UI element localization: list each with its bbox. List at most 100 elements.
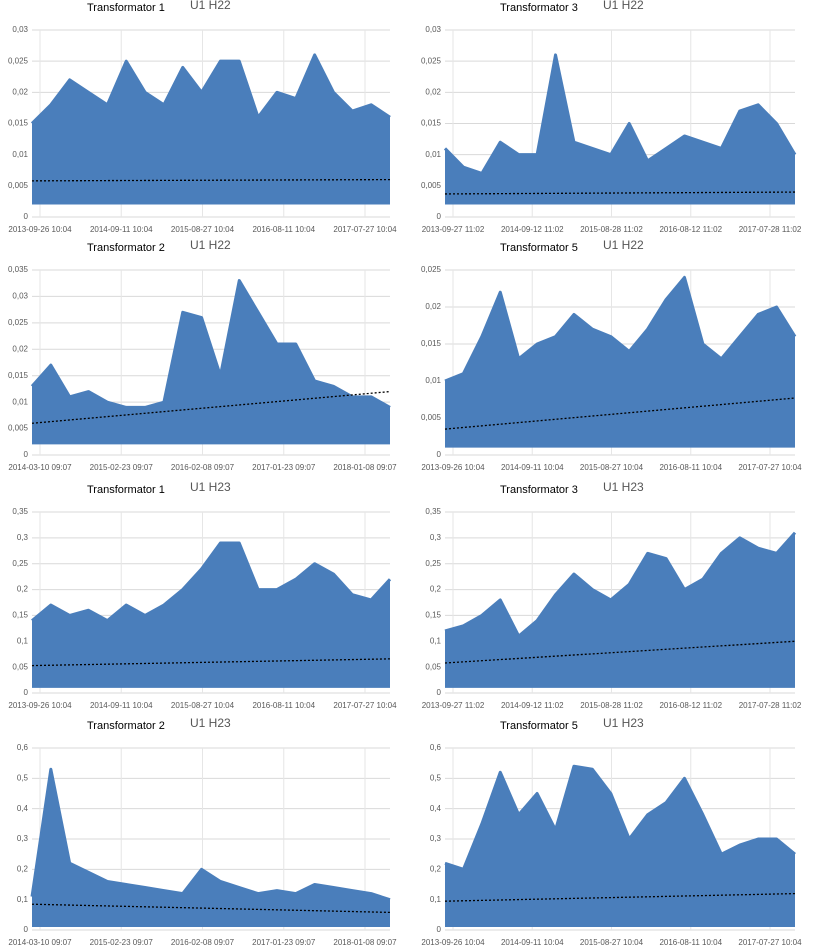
y-tick-label: 0,025: [421, 265, 442, 274]
x-tick-label: 2013-09-26 10:04: [421, 938, 485, 947]
y-tick-label: 0,01: [425, 150, 441, 159]
y-tick-label: 0,6: [430, 743, 442, 752]
x-tick-label: 2015-02-23 09:07: [90, 463, 154, 472]
y-tick-label: 0: [437, 925, 442, 934]
y-tick-label: 0,6: [17, 743, 29, 752]
x-tick-label: 2014-09-11 10:04: [501, 463, 564, 472]
y-tick-label: 0,025: [421, 56, 442, 65]
y-tick-label: 0,35: [12, 507, 28, 516]
data-band: [32, 54, 390, 205]
x-tick-label: 2015-08-27 10:04: [171, 701, 235, 710]
y-tick-label: 0: [24, 450, 29, 459]
chart-subtitle: U1 H23: [603, 480, 644, 494]
y-tick-label: 0,3: [17, 834, 29, 843]
y-tick-label: 0,015: [421, 119, 442, 128]
y-tick-label: 0,25: [12, 559, 28, 568]
x-tick-label: 2017-07-27 10:04: [738, 938, 802, 947]
x-tick-label: 2013-09-27 11:02: [422, 701, 485, 710]
y-tick-label: 0,5: [430, 773, 442, 782]
x-tick-label: 2016-02-08 09:07: [171, 938, 235, 947]
x-tick-label: 2017-07-27 10:04: [333, 701, 397, 710]
x-tick-label: 2014-03-10 09:07: [8, 463, 72, 472]
y-tick-label: 0,005: [421, 181, 442, 190]
x-tick-label: 2013-09-26 10:04: [421, 463, 485, 472]
y-tick-label: 0,025: [8, 318, 29, 327]
x-tick-label: 2017-01-23 09:07: [252, 938, 316, 947]
x-tick-label: 2016-08-11 10:04: [252, 701, 315, 710]
chart-title: Transformator 1: [87, 2, 165, 14]
peak-line: [444, 531, 797, 638]
y-tick-label: 0,2: [17, 585, 29, 594]
y-tick-label: 0,03: [12, 25, 28, 34]
chart-subtitle: U1 H22: [603, 0, 644, 12]
y-tick-label: 0,02: [12, 344, 28, 353]
x-tick-label: 2016-08-11 10:04: [252, 225, 315, 234]
x-tick-label: 2017-07-28 11:02: [739, 225, 802, 234]
x-tick-label: 2015-08-27 10:04: [171, 225, 235, 234]
data-band: [32, 543, 390, 688]
data-band: [445, 277, 795, 448]
x-tick-label: 2017-07-28 11:02: [739, 701, 802, 710]
peak-line: [31, 541, 392, 623]
y-tick-label: 0,02: [425, 302, 441, 311]
peak-line: [30, 767, 391, 902]
y-tick-label: 0,005: [8, 424, 29, 433]
y-tick-label: 0: [24, 925, 29, 934]
data-band: [445, 766, 795, 927]
y-tick-label: 0,025: [8, 56, 29, 65]
x-tick-label: 2017-01-23 09:07: [252, 463, 316, 472]
chart-title: Transformator 1: [87, 484, 165, 496]
y-tick-label: 0,15: [425, 611, 441, 620]
trend-line: [444, 640, 796, 664]
x-tick-label: 2015-02-23 09:07: [90, 938, 154, 947]
y-tick-label: 0,01: [425, 376, 441, 385]
y-tick-label: 0,02: [425, 87, 441, 96]
chart-title: Transformator 3: [500, 484, 578, 496]
data-band: [445, 54, 795, 205]
x-tick-label: 2013-09-26 10:04: [8, 701, 72, 710]
y-tick-label: 0,035: [8, 265, 29, 274]
x-tick-label: 2018-01-08 09:07: [333, 938, 397, 947]
x-tick-label: 2015-08-27 10:04: [580, 463, 644, 472]
y-tick-label: 0,01: [12, 397, 28, 406]
chart-subtitle: U1 H22: [190, 238, 231, 252]
peak-line: [30, 53, 391, 125]
x-tick-label: 2016-08-11 10:04: [659, 463, 722, 472]
x-tick-label: 2016-08-11 10:04: [659, 938, 722, 947]
y-tick-label: 0,03: [425, 25, 441, 34]
chart-title: Transformator 3: [500, 2, 578, 14]
y-tick-label: 0,1: [430, 636, 442, 645]
y-tick-label: 0: [437, 688, 442, 697]
y-tick-label: 0,35: [425, 507, 441, 516]
y-tick-label: 0,3: [17, 533, 29, 542]
chart-title: Transformator 2: [87, 720, 165, 732]
y-tick-label: 0,015: [8, 119, 29, 128]
data-band: [32, 769, 390, 927]
x-tick-label: 2014-09-12 11:02: [501, 701, 564, 710]
x-tick-label: 2017-07-27 10:04: [333, 225, 397, 234]
y-tick-label: 0: [24, 688, 29, 697]
y-tick-label: 0,02: [12, 87, 28, 96]
x-tick-label: 2014-09-11 10:04: [90, 701, 153, 710]
y-tick-label: 0,25: [425, 559, 441, 568]
y-tick-label: 0,015: [8, 371, 29, 380]
x-tick-label: 2016-08-12 11:02: [659, 225, 722, 234]
y-tick-label: 0,5: [17, 773, 29, 782]
chart-title: Transformator 2: [87, 242, 165, 254]
y-tick-label: 0: [437, 450, 442, 459]
y-tick-label: 0,1: [430, 895, 442, 904]
y-tick-label: 0,015: [421, 339, 442, 348]
y-tick-label: 0,005: [8, 181, 29, 190]
chart-title: Transformator 5: [500, 720, 578, 732]
peak-line: [30, 279, 391, 409]
data-band: [32, 280, 390, 445]
x-tick-label: 2015-08-28 11:02: [580, 701, 643, 710]
y-tick-label: 0,3: [430, 834, 442, 843]
x-tick-label: 2016-02-08 09:07: [171, 463, 235, 472]
y-tick-label: 0,1: [17, 895, 29, 904]
x-tick-label: 2015-08-27 10:04: [580, 938, 644, 947]
peak-line: [444, 275, 797, 383]
trend-line: [444, 397, 796, 430]
chart-subtitle: U1 H22: [190, 0, 231, 12]
